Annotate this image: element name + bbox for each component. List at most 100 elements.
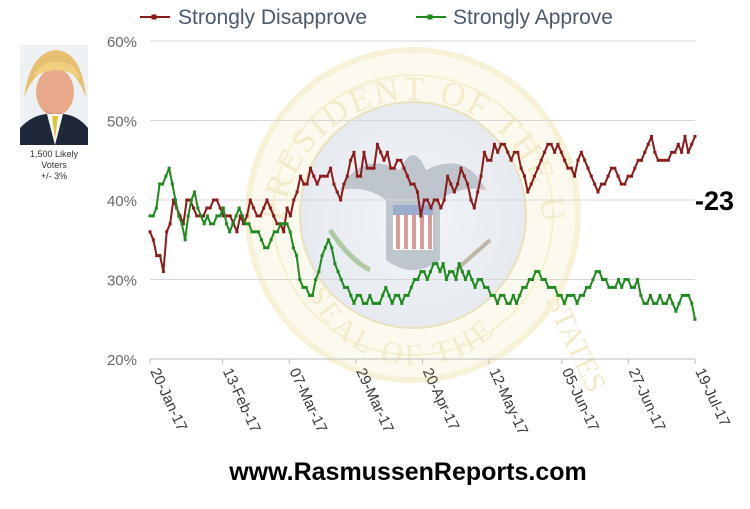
data-point xyxy=(151,214,155,218)
portrait-image xyxy=(20,45,88,145)
data-point xyxy=(549,142,553,146)
data-point xyxy=(630,174,633,178)
data-point xyxy=(382,158,386,162)
data-point xyxy=(374,301,378,305)
data-point xyxy=(489,158,493,162)
data-point xyxy=(693,134,697,138)
data-point xyxy=(459,166,463,170)
data-point xyxy=(550,285,554,289)
y-axis-ticks: 60% 50% 40% 30% 20% xyxy=(107,34,137,369)
data-point xyxy=(663,158,667,162)
data-point xyxy=(629,285,633,289)
data-point xyxy=(569,166,573,170)
data-point xyxy=(469,198,473,202)
y-tick-label: 20% xyxy=(107,352,137,369)
data-point xyxy=(687,293,691,297)
data-point xyxy=(556,293,560,297)
data-point xyxy=(406,174,409,178)
data-point xyxy=(256,230,260,234)
data-point xyxy=(291,246,295,250)
data-point xyxy=(317,270,321,274)
data-point xyxy=(597,270,601,274)
data-point xyxy=(342,285,346,289)
x-tick-label: 12-May-17 xyxy=(485,366,531,438)
data-point xyxy=(489,293,493,297)
x-tick-label: 07-Mar-17 xyxy=(286,366,331,436)
data-point xyxy=(648,293,652,297)
data-point xyxy=(516,150,520,154)
data-point xyxy=(309,166,312,170)
data-point xyxy=(155,254,159,258)
data-point xyxy=(215,214,219,218)
data-point xyxy=(559,150,563,154)
y-tick-label: 50% xyxy=(107,114,137,131)
data-point xyxy=(315,182,319,186)
data-point xyxy=(693,317,697,321)
data-point xyxy=(185,198,189,202)
data-point xyxy=(454,278,458,281)
data-point xyxy=(419,214,423,218)
data-point xyxy=(499,293,503,297)
data-point xyxy=(519,166,523,170)
data-point xyxy=(161,182,165,186)
data-point xyxy=(546,285,550,289)
legend-item-strongly-approve: Strongly Approve xyxy=(416,6,613,29)
data-point xyxy=(656,158,660,162)
data-point xyxy=(449,182,453,186)
data-point xyxy=(358,293,362,297)
data-point xyxy=(589,174,593,178)
data-point xyxy=(221,206,225,210)
data-point xyxy=(339,198,343,202)
data-point xyxy=(167,166,171,170)
data-point xyxy=(626,174,630,178)
data-point xyxy=(212,222,216,226)
data-point xyxy=(413,278,416,281)
data-point xyxy=(653,150,657,154)
data-point xyxy=(304,285,308,289)
data-point xyxy=(248,198,252,202)
x-tick-label: 19-Jul-17 xyxy=(691,366,733,430)
data-point xyxy=(215,198,219,202)
series-line-strongly-approve xyxy=(150,167,696,320)
data-point xyxy=(183,238,187,242)
data-point xyxy=(158,254,162,258)
data-point xyxy=(371,301,375,305)
data-point xyxy=(601,278,605,281)
data-point xyxy=(483,285,487,289)
data-point xyxy=(263,246,267,250)
data-point xyxy=(633,166,637,170)
data-point xyxy=(209,222,213,226)
data-point xyxy=(632,285,636,289)
data-point xyxy=(262,206,266,210)
data-point xyxy=(495,301,499,305)
data-point xyxy=(578,293,582,297)
data-point xyxy=(238,214,242,218)
data-point xyxy=(406,293,410,297)
data-point xyxy=(606,174,610,178)
data-point xyxy=(148,230,152,234)
data-point xyxy=(511,293,515,297)
data-point xyxy=(352,150,356,154)
data-point xyxy=(460,270,464,274)
data-point xyxy=(245,214,249,218)
data-point xyxy=(643,150,647,154)
data-point xyxy=(260,238,263,242)
data-point xyxy=(288,230,292,234)
data-point xyxy=(652,301,656,305)
data-point xyxy=(295,254,299,258)
data-point xyxy=(148,214,152,218)
data-point xyxy=(619,182,623,186)
data-point xyxy=(272,230,276,234)
data-point xyxy=(288,214,292,218)
data-point xyxy=(312,174,316,178)
data-point xyxy=(492,293,496,297)
data-point xyxy=(397,293,401,297)
data-point xyxy=(258,214,262,218)
data-point xyxy=(208,206,212,210)
data-point xyxy=(562,301,566,305)
data-point xyxy=(186,214,190,218)
data-point xyxy=(502,293,506,297)
data-point xyxy=(655,301,659,305)
data-point xyxy=(320,254,324,258)
y-tick-label: 30% xyxy=(107,273,137,290)
